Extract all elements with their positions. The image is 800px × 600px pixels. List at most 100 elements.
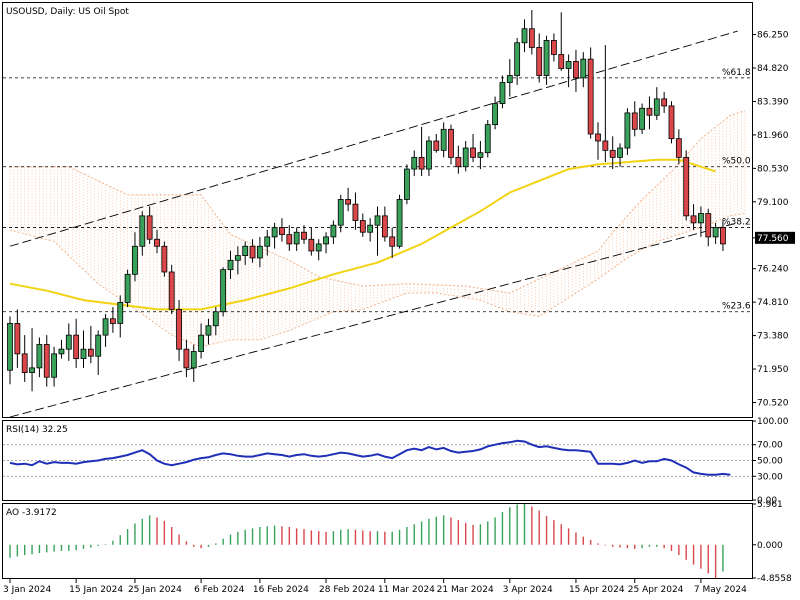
candle-body xyxy=(514,42,521,76)
candle xyxy=(698,206,704,237)
candle xyxy=(403,164,410,205)
candle-body xyxy=(720,227,726,245)
candle xyxy=(345,187,352,212)
candle-body xyxy=(558,54,565,69)
candle-body xyxy=(698,213,704,224)
candle-body xyxy=(602,140,609,151)
candle xyxy=(117,295,124,338)
rsi-line xyxy=(9,439,731,476)
candle xyxy=(330,220,337,244)
candle-body xyxy=(411,156,418,170)
candle-body xyxy=(36,344,43,369)
candle-body xyxy=(352,203,359,221)
candle xyxy=(132,232,138,282)
candle-body xyxy=(198,334,205,352)
candle-body xyxy=(359,220,366,233)
candle-body xyxy=(330,224,337,238)
candle xyxy=(286,225,293,251)
candle-body xyxy=(21,353,28,373)
candle-body xyxy=(95,334,102,357)
candle-body xyxy=(587,58,594,135)
candle-body xyxy=(124,273,131,303)
candle xyxy=(418,126,425,177)
candle-body xyxy=(73,334,80,359)
candle xyxy=(374,206,381,256)
candle xyxy=(675,129,682,165)
candle xyxy=(183,339,190,378)
candle-body xyxy=(271,227,278,238)
candle xyxy=(720,220,726,251)
candle xyxy=(587,47,594,139)
candle xyxy=(293,227,300,251)
fib-level-label: %23.6 xyxy=(722,302,751,312)
candle xyxy=(484,119,491,158)
candle-body xyxy=(183,348,190,369)
candle-body xyxy=(712,227,719,238)
candle-body xyxy=(646,107,653,116)
candle-body xyxy=(227,259,234,271)
candle-body xyxy=(396,199,403,247)
candle xyxy=(190,344,197,382)
trend-channel xyxy=(9,30,738,418)
candle xyxy=(411,150,418,177)
candle xyxy=(95,330,102,375)
candle xyxy=(359,213,366,237)
candle xyxy=(102,314,109,347)
candle xyxy=(161,241,168,277)
candle-body xyxy=(389,236,396,247)
candle-body xyxy=(499,82,506,104)
candlestick-series xyxy=(7,10,726,392)
price-tick-label: 86.250 xyxy=(757,31,789,41)
time-tick-label: 6 Feb 2024 xyxy=(194,585,245,595)
candle xyxy=(440,122,447,158)
candle xyxy=(51,346,57,387)
candle-body xyxy=(117,301,124,324)
candle-body xyxy=(675,138,682,158)
candle-body xyxy=(65,334,72,350)
candle xyxy=(73,318,80,368)
candle xyxy=(565,54,572,88)
fib-level-label: %50.0 xyxy=(722,157,751,167)
candle xyxy=(381,206,388,242)
candle xyxy=(301,225,307,244)
candle-body xyxy=(448,128,454,158)
candle-body xyxy=(205,325,212,336)
price-tick-label: 83.390 xyxy=(757,97,789,107)
candle xyxy=(653,87,660,120)
candle xyxy=(426,136,432,177)
candle xyxy=(668,101,675,144)
candle-body xyxy=(29,367,35,373)
candle-body xyxy=(345,199,352,205)
candle xyxy=(514,38,521,85)
candle xyxy=(536,33,543,83)
candle xyxy=(639,103,645,134)
candle-body xyxy=(293,231,300,245)
candle xyxy=(499,75,506,109)
candle-body xyxy=(146,215,153,240)
price-axis: 86.250 84.820 83.390 81.960 80.530 79.100 77.5… xyxy=(752,31,795,408)
candle xyxy=(198,323,205,359)
candle-body xyxy=(220,269,227,313)
candle-body xyxy=(337,199,344,226)
candle-body xyxy=(80,348,87,359)
candle xyxy=(617,143,623,167)
candle xyxy=(448,124,454,165)
candle-body xyxy=(573,61,579,79)
candle xyxy=(580,52,587,88)
cloud-lower-edge xyxy=(9,213,746,348)
candle xyxy=(528,10,535,55)
candle xyxy=(227,250,234,279)
price-tick-label: 73.380 xyxy=(757,332,789,342)
time-tick-label: 15 Jan 2024 xyxy=(69,585,123,595)
candle-body xyxy=(132,245,138,275)
ao-title: AO -3.9172 xyxy=(6,508,57,518)
candle-body xyxy=(403,168,410,200)
candle xyxy=(712,222,719,244)
candle-body xyxy=(279,227,285,235)
candle xyxy=(87,325,94,364)
candle xyxy=(271,222,278,249)
candle xyxy=(455,145,462,174)
fib-level-label: %38.2 xyxy=(722,218,751,228)
candle-body xyxy=(690,215,697,224)
